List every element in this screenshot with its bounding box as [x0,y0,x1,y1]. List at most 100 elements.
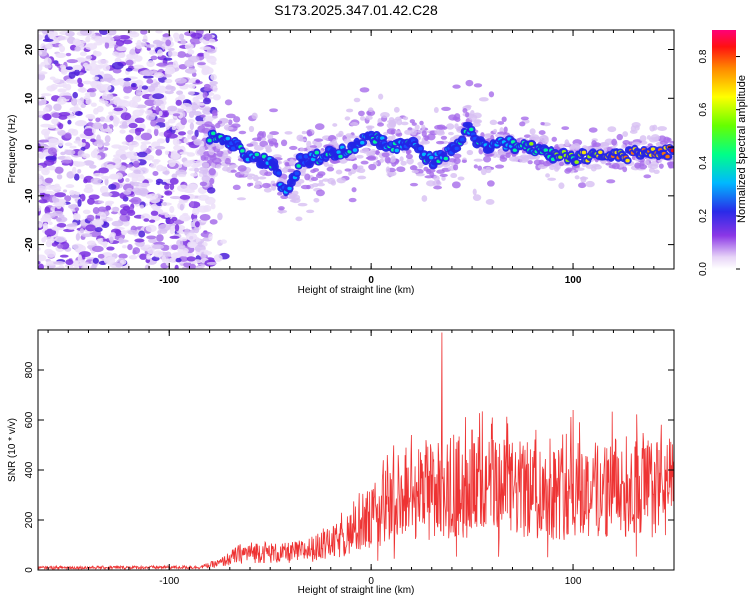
spectrogram-halo-blob [256,132,264,139]
spectrogram-noise-blob [192,207,200,216]
spectrogram-halo-blob [540,121,545,126]
spectrogram-noise-blob [53,261,65,265]
spectrogram-noise-blob [64,264,74,268]
spectrogram-noise-blob [92,257,99,264]
spectrogram-halo-blob [406,157,414,165]
spectrogram-halo-blob [643,160,650,165]
spectrogram-noise-blob [180,250,189,257]
spectrogram-noise-blob [156,234,164,242]
spectrogram-noise-blob [113,107,124,112]
spectrogram-noise-blob [70,97,78,106]
spectrogram-halo-blob [326,166,335,172]
spectrogram-noise-blob [127,209,136,216]
spectrogram-ridge-core [296,164,301,168]
spectrogram-halo-blob [605,162,612,166]
spectrogram-halo-blob [622,140,631,145]
spectrogram-noise-blob [87,87,97,93]
spectrogram-halo-blob [421,124,426,131]
spectrogram-noise-blob [159,228,168,234]
spectrogram-halo-blob [466,149,474,156]
spectrogram-ridge-core [287,186,292,191]
spectrogram-noise-blob [46,250,56,258]
spectrogram-noise-blob [101,192,113,197]
spectrogram-halo-blob [450,172,458,179]
spectrogram-noise-blob [142,69,154,77]
spectrogram-noise-blob [98,200,105,204]
spectrogram-noise-blob [92,76,100,81]
spectrogram-noise-blob [57,35,69,41]
colorbar: 0.0 0.2 0.4 0.6 0.8 Normalized spectral ampl… [698,30,748,276]
spectrogram-noise-blob [79,133,86,139]
spectrogram-noise-blob [86,240,96,246]
spectrogram-noise-blob [82,209,91,215]
spectrogram-halo-blob [232,184,241,190]
spectrogram-ytick-label: 0 [24,144,35,150]
spectrogram-noise-blob [69,145,77,149]
spectrogram-ridge-core [443,156,449,161]
spectrogram-noise-blob [155,149,163,156]
spectrogram-noise-blob [155,30,163,34]
spectrogram-halo-blob [551,136,557,142]
spectrogram-noise-blob [123,85,133,94]
spectrogram-halo-blob [564,139,570,147]
spectrogram-noise-blob [65,30,75,37]
spectrogram-noise-blob [201,65,211,71]
spectrogram-halo-blob [411,170,419,174]
spectrogram-halo-blob [647,143,653,147]
spectrogram-noise-blob [156,62,168,67]
spectrogram-noise-blob [81,138,86,143]
spectrogram-halo-blob [465,111,470,118]
spectrogram-halo-blob [277,191,283,196]
spectrogram-noise-blob [81,233,93,238]
spectrogram-noise-blob [85,36,91,43]
spectrogram-noise-blob [139,204,144,209]
spectrogram-noise-blob [91,60,97,64]
spectrogram-noise-blob [51,118,59,125]
spectrogram-noise-blob [77,198,82,207]
spectrogram-noise-blob [190,32,203,39]
snr-ylabel: SNR (10 * v/v) [7,418,18,482]
spectrogram-noise-blob [131,54,139,59]
spectrogram-frame [37,29,675,270]
spectrogram-xtick-label: 100 [565,275,582,286]
spectrogram-noise-blob [198,170,210,174]
spectrogram-noise-blob [116,46,128,52]
spectrogram-halo-blob [487,180,495,187]
spectrogram-halo-blob [411,122,417,126]
spectrogram-noise-blob [169,183,175,190]
spectrogram-noise-blob [187,49,195,55]
spectrogram-noise-blob [149,50,155,55]
spectrogram-noise-blob [161,181,167,185]
spectrogram-noise-blob [164,150,170,156]
spectrogram-noise-blob [179,151,190,155]
spectrogram-noise-blob [95,117,101,123]
spectrogram-noise-blob [69,189,76,196]
spectrogram-halo-blob [359,87,370,93]
spectrogram-noise-blob [118,237,124,244]
spectrogram-halo-blob [301,130,307,135]
spectrogram-noise-blob [123,80,131,87]
spectrogram-ridge-core [670,148,674,153]
spectrogram-noise-blob [163,130,172,138]
spectrogram-halo-blob [298,138,307,142]
spectrogram-noise-blob [184,68,197,74]
spectrogram-heat-blobs [38,30,674,269]
spectrogram-ridge-core [352,148,358,152]
spectrogram-noise-blob [153,72,165,79]
spectrogram-halo-blob [657,126,667,131]
spectrogram-noise-blob [145,258,151,264]
spectrogram-noise-blob [122,39,133,45]
spectrogram-noise-blob [38,178,43,186]
spectrogram-halo-blob [348,197,357,203]
spectrogram-noise-blob [106,164,115,170]
spectrogram-halo-blob [262,182,271,189]
spectrogram-ridge-core [665,154,670,159]
spectrogram-noise-blob [54,166,64,174]
spectrogram-halo-blob [313,197,320,203]
spectrogram-noise-blob [51,242,58,247]
spectrogram-halo-blob [352,163,358,170]
spectrogram-halo-blob [540,135,548,142]
spectrogram-noise-blob [179,203,184,211]
spectrogram-ylabel: Frequency (Hz) [7,115,18,184]
